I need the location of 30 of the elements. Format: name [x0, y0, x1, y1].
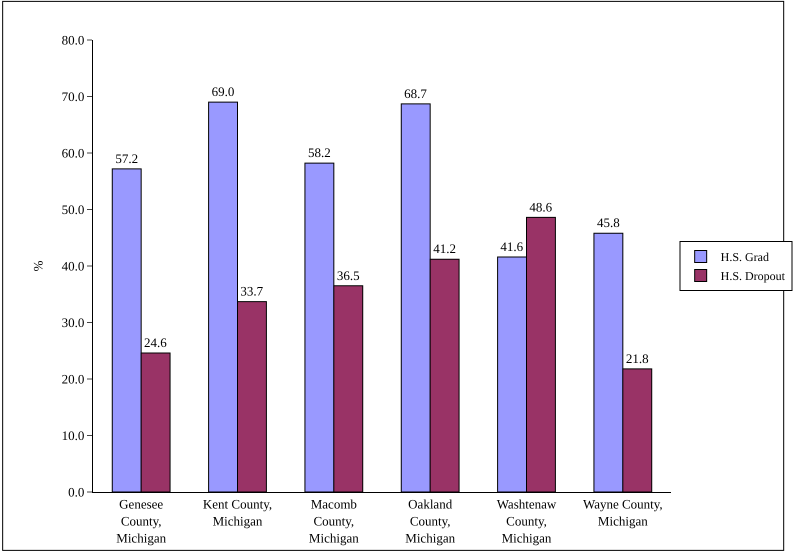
data-label: 58.2: [308, 145, 331, 160]
data-label: 21.8: [626, 350, 649, 366]
y-tick-label: 30.0: [62, 315, 84, 330]
y-axis-title: %: [30, 260, 46, 272]
y-tick-label: 80.0: [62, 32, 84, 48]
legend-label: H.S. Grad: [720, 250, 769, 264]
data-label: 57.2: [115, 150, 138, 166]
y-tick-label: 60.0: [62, 146, 84, 161]
x-tick-label: Wayne County, Michigan: [582, 496, 663, 528]
y-tick-label: 20.0: [62, 372, 84, 387]
y-tick-label: 0.0: [68, 484, 84, 500]
data-label: 33.7: [240, 284, 264, 299]
data-label: 24.6: [144, 335, 168, 350]
y-tick-label: 50.0: [62, 202, 84, 218]
x-tick-label: Washtenaw County, Michigan: [496, 496, 557, 546]
data-label: 45.8: [597, 215, 620, 230]
y-tick-label: 70.0: [62, 89, 84, 104]
y-tick-label: 40.0: [62, 258, 84, 274]
x-tick-label: Kent County, Michigan: [202, 496, 272, 528]
data-label: 36.5: [336, 268, 360, 283]
data-label: 41.2: [433, 241, 456, 256]
x-tick-label: Genesee County, Michigan: [116, 496, 167, 546]
x-tick-label: Oakland County, Michigan: [405, 496, 456, 546]
data-label: 48.6: [529, 199, 553, 214]
data-label: 68.7: [404, 86, 428, 101]
y-tick-label: 10.0: [62, 428, 84, 444]
legend-label: H.S. Dropout: [720, 269, 786, 284]
x-tick-label: Macomb County, Michigan: [308, 496, 360, 546]
data-label: 41.6: [500, 238, 524, 254]
data-label: 69.0: [212, 84, 234, 100]
